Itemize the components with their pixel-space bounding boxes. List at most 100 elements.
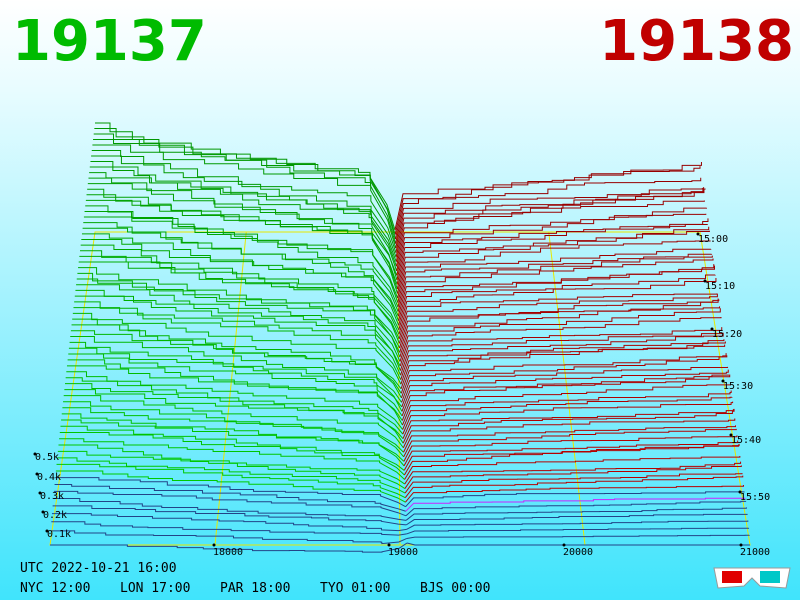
depth-label: 0.3k — [40, 491, 64, 502]
ask-depth-line — [400, 332, 724, 376]
bid-depth-line — [76, 284, 401, 362]
ask-depth-line — [406, 542, 750, 546]
bid-depth-line — [90, 161, 397, 262]
price-tick — [562, 543, 566, 547]
ask-depth-line — [399, 308, 721, 358]
ask-depth-line — [398, 278, 717, 330]
bid-depth-line — [68, 347, 403, 412]
city-clock: LON 17:00 — [120, 581, 190, 596]
ask-depth-line — [395, 187, 704, 249]
ask-depth-line — [401, 369, 729, 408]
ask-depth-line — [399, 299, 720, 349]
ask-depth-line — [402, 418, 736, 448]
time-tick — [710, 327, 714, 331]
bid-depth-line — [55, 470, 406, 503]
bid-depth-line — [51, 521, 407, 536]
bid-depth-line — [92, 144, 397, 249]
bid-depth-line — [66, 365, 403, 426]
bid-depth-line — [79, 255, 400, 340]
bid-depth-line — [56, 463, 406, 499]
glasses-icon — [713, 567, 791, 589]
depth-tick — [41, 510, 45, 514]
bid-depth-line — [57, 450, 406, 489]
ask-depth-line — [397, 255, 713, 308]
ask-depth-line — [398, 274, 716, 326]
price-tick — [212, 543, 216, 547]
bid-depth-line — [85, 199, 398, 294]
bid-depth-line — [63, 395, 404, 449]
ask-depth-line — [401, 374, 730, 412]
bid-depth-line — [53, 498, 407, 521]
ask-depth-line — [400, 344, 726, 385]
ask-depth-line — [398, 293, 718, 340]
ask-depth-line — [401, 366, 729, 403]
ask-depth-line — [406, 527, 750, 535]
city-clock: PAR 18:00 — [220, 581, 290, 596]
ask-depth-line — [395, 213, 707, 267]
depth-label: 0.2k — [43, 510, 67, 521]
bid-depth-line — [72, 318, 402, 390]
city-clock: TYO 01:00 — [320, 581, 390, 596]
ask-depth-line — [404, 475, 744, 498]
bid-depth-line — [74, 301, 402, 376]
ask-depth-line — [405, 507, 747, 521]
ask-depth-line — [403, 428, 737, 458]
ask-depth-line — [395, 188, 706, 262]
bid-depth-line — [50, 530, 408, 545]
floor-grid — [397, 231, 401, 546]
bid-depth-line — [63, 401, 404, 453]
bid-depth-line — [91, 149, 397, 253]
bid-depth-line — [54, 483, 406, 512]
bid-depth-line — [95, 122, 396, 231]
bid-depth-line — [68, 353, 403, 417]
bid-depth-line — [89, 166, 397, 267]
time-label: 15:00 — [698, 234, 728, 245]
bid-depth-line — [80, 244, 400, 331]
ask-depth-line — [396, 240, 711, 294]
ask-depth-line — [404, 456, 741, 480]
ask-depth-line — [402, 408, 735, 444]
bid-depth-line — [50, 542, 408, 553]
bid-depth-line — [67, 359, 403, 421]
ask-depth-line — [396, 207, 708, 271]
price-label: 19000 — [388, 547, 418, 558]
ask-depth-line — [405, 491, 745, 508]
ask-depth-line — [396, 230, 710, 290]
ask-depth-line — [399, 327, 723, 367]
bid-depth-line — [70, 336, 403, 403]
bid-depth-line — [77, 272, 401, 353]
ask-depth-line — [395, 188, 703, 244]
time-label: 15:40 — [731, 435, 761, 446]
city-clock: NYC 12:00 — [20, 581, 90, 596]
bid-depth-line — [70, 330, 402, 399]
ask-depth-line — [400, 341, 726, 389]
ask-depth-line — [401, 384, 731, 421]
ask-depth-line — [405, 497, 746, 512]
ask-depth-line — [399, 332, 723, 371]
ask-depth-line — [404, 461, 742, 485]
bid-depth-line — [81, 233, 399, 321]
bid-depth-line — [59, 431, 405, 476]
ask-depth-line — [395, 187, 705, 253]
ask-depth-line — [402, 401, 734, 435]
ask-depth-line — [404, 473, 743, 494]
ask-depth-line — [403, 425, 737, 453]
bid-depth-line — [58, 444, 406, 485]
ask-depth-line — [405, 485, 744, 503]
bid-depth-line — [74, 295, 401, 371]
bid-depth-line — [65, 383, 404, 439]
depth-tick — [35, 472, 39, 476]
ask-depth-line — [402, 390, 732, 426]
bid-depth-line — [64, 389, 404, 444]
depth-tick — [38, 491, 42, 495]
depth-tick — [45, 529, 49, 533]
time-label: 15:10 — [705, 281, 735, 292]
bid-price: 19137 — [12, 9, 207, 74]
bid-depth-line — [61, 419, 405, 467]
ask-depth-line — [398, 298, 719, 344]
ask-depth-line — [395, 200, 705, 258]
ask-depth-line — [406, 534, 750, 539]
ask-depth-line — [406, 513, 748, 526]
bid-depth-line — [94, 127, 396, 235]
ask-depth-line — [403, 435, 738, 462]
